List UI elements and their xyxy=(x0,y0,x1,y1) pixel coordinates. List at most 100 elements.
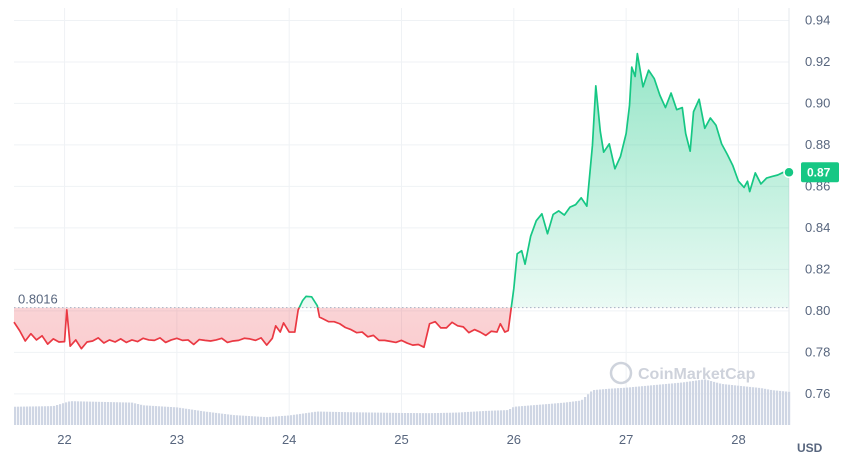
volume-bar xyxy=(308,412,311,425)
volume-bar xyxy=(602,389,605,425)
volume-bar xyxy=(257,416,260,425)
volume-bar xyxy=(329,411,332,425)
volume-bar xyxy=(62,403,65,425)
volume-bar xyxy=(41,406,44,425)
volume-bar xyxy=(20,406,23,425)
volume-bar xyxy=(653,385,656,425)
volume-bar xyxy=(173,407,176,425)
volume-bar xyxy=(410,413,413,425)
volume-bar xyxy=(542,404,545,425)
volume-bar xyxy=(710,381,713,425)
volume-bar xyxy=(332,411,335,425)
volume-bar xyxy=(737,385,740,425)
volume-bar xyxy=(365,412,368,425)
volume-bar xyxy=(599,389,602,425)
volume-bar xyxy=(50,406,53,425)
volume-bar xyxy=(152,405,155,425)
coinmarketcap-logo-icon xyxy=(609,361,633,385)
volume-bar xyxy=(596,389,599,425)
volume-bar xyxy=(17,406,20,425)
volume-bar xyxy=(425,413,428,425)
volume-bar xyxy=(788,391,791,425)
volume-bar xyxy=(770,389,773,425)
volume-bar xyxy=(47,406,50,425)
y-tick-label: 0.84 xyxy=(805,220,830,235)
volume-bar xyxy=(785,391,788,425)
volume-bar xyxy=(92,401,95,425)
volume-bar xyxy=(422,413,425,425)
volume-bar xyxy=(125,402,128,425)
volume-bar xyxy=(479,411,482,425)
reference-label: 0.8016 xyxy=(18,292,58,307)
volume-bar xyxy=(485,410,488,425)
volume-bar xyxy=(635,386,638,425)
volume-bar xyxy=(260,416,263,425)
volume-bar xyxy=(638,386,641,425)
volume-bar xyxy=(74,401,77,425)
x-tick-label: 26 xyxy=(507,432,521,447)
volume-bar xyxy=(776,390,779,425)
volume-bar xyxy=(731,385,734,425)
volume-bar xyxy=(440,412,443,425)
volume-bar xyxy=(356,412,359,425)
volume-bar xyxy=(461,412,464,425)
volume-bar xyxy=(632,387,635,425)
y-tick-label: 0.82 xyxy=(805,261,830,276)
volume-bar xyxy=(722,384,725,425)
volume-bar xyxy=(188,409,191,425)
volume-bar xyxy=(533,405,536,425)
volume-bar xyxy=(416,413,419,425)
volume-bar xyxy=(734,385,737,425)
volume-bar xyxy=(110,402,113,425)
volume-bar xyxy=(740,385,743,425)
volume-bar xyxy=(200,410,203,425)
volume-bar xyxy=(539,404,542,425)
y-tick-label: 0.92 xyxy=(805,54,830,69)
volume-bar xyxy=(641,386,644,425)
volume-bar xyxy=(620,387,623,425)
volume-bar xyxy=(113,402,116,425)
volume-bar xyxy=(536,404,539,425)
y-tick-label: 0.94 xyxy=(805,12,830,27)
volume-bar xyxy=(35,406,38,425)
volume-bar xyxy=(56,405,59,425)
volume-bar xyxy=(695,380,698,425)
volume-bar xyxy=(560,402,563,425)
volume-bar xyxy=(203,411,206,425)
volume-bar xyxy=(350,412,353,425)
volume-bar xyxy=(551,403,554,425)
volume-bar xyxy=(95,401,98,425)
volume-bar xyxy=(608,388,611,425)
volume-bar xyxy=(761,388,764,425)
volume-bar xyxy=(389,412,392,425)
volume-bar xyxy=(407,413,410,425)
volume-bar xyxy=(554,403,557,425)
volume-bar xyxy=(119,402,122,425)
volume-bar xyxy=(548,403,551,425)
volume-bar xyxy=(359,412,362,425)
volume-bar xyxy=(677,382,680,425)
y-axis: 0.760.780.800.820.840.860.880.900.920.94 xyxy=(805,12,830,400)
volume-bar xyxy=(215,412,218,425)
volume-bar xyxy=(218,413,221,425)
volume-bar xyxy=(404,412,407,425)
volume-bar xyxy=(662,384,665,425)
volume-bar xyxy=(686,381,689,425)
volume-bar xyxy=(44,406,47,425)
volume-bar xyxy=(347,412,350,425)
volume-bar xyxy=(644,385,647,425)
volume-bar xyxy=(302,413,305,425)
volume-bar xyxy=(452,412,455,425)
volume-bar xyxy=(71,401,74,425)
volume-bar xyxy=(473,411,476,425)
volume-bar xyxy=(767,389,770,425)
volume-bar xyxy=(290,415,293,425)
volume-bar xyxy=(287,415,290,425)
y-tick-label: 0.88 xyxy=(805,137,830,152)
volume-bar xyxy=(527,405,530,425)
volume-bar xyxy=(251,416,254,425)
volume-bar xyxy=(476,411,479,425)
volume-bar xyxy=(101,401,104,425)
volume-bar xyxy=(629,387,632,425)
volume-bar xyxy=(497,410,500,425)
